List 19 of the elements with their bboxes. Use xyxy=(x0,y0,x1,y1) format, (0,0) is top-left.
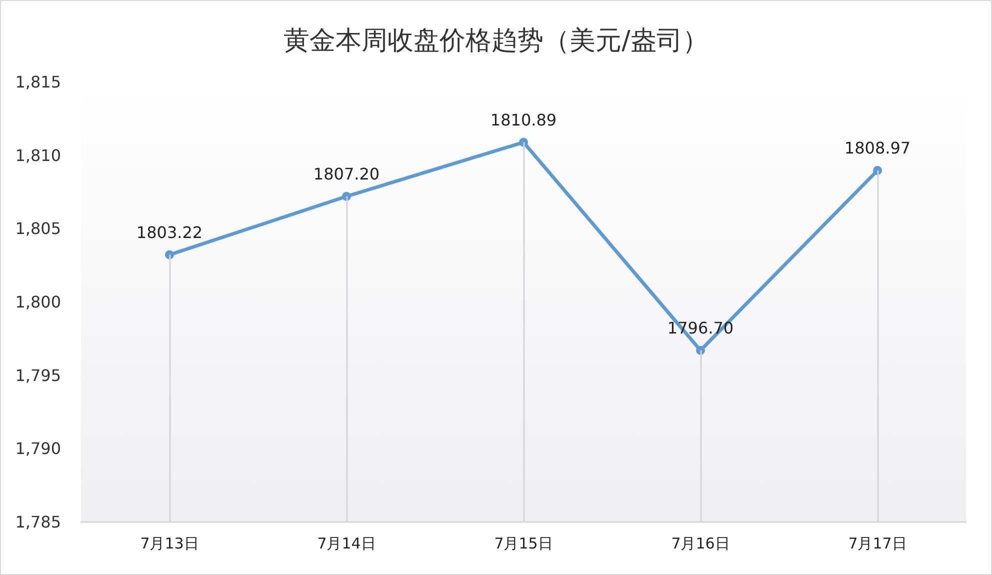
data-label: 1803.22 xyxy=(136,222,203,242)
y-tick-label: 1,805 xyxy=(15,219,61,238)
data-label: 1808.97 xyxy=(844,138,911,158)
y-tick-label: 1,800 xyxy=(15,292,61,312)
chart-title: 黄金本周收盘价格趋势（美元/盎司） xyxy=(284,26,708,56)
x-tick-label: 7月15日 xyxy=(494,534,553,552)
point xyxy=(873,166,882,175)
data-label: 1810.89 xyxy=(490,110,557,130)
point xyxy=(342,192,351,201)
data-label: 1807.20 xyxy=(313,164,380,184)
y-tick-label: 1,785 xyxy=(15,512,61,532)
y-tick-label: 1,790 xyxy=(15,439,61,458)
y-tick-label: 1,795 xyxy=(15,366,61,385)
x-tick-label: 7月13日 xyxy=(140,534,199,552)
x-tick-label: 7月17日 xyxy=(848,534,907,552)
y-tick-label: 1,810 xyxy=(15,146,61,165)
x-tick-label: 7月14日 xyxy=(317,534,376,552)
y-tick-label: 1,815 xyxy=(15,72,61,92)
x-tick-label: 7月16日 xyxy=(671,534,730,552)
